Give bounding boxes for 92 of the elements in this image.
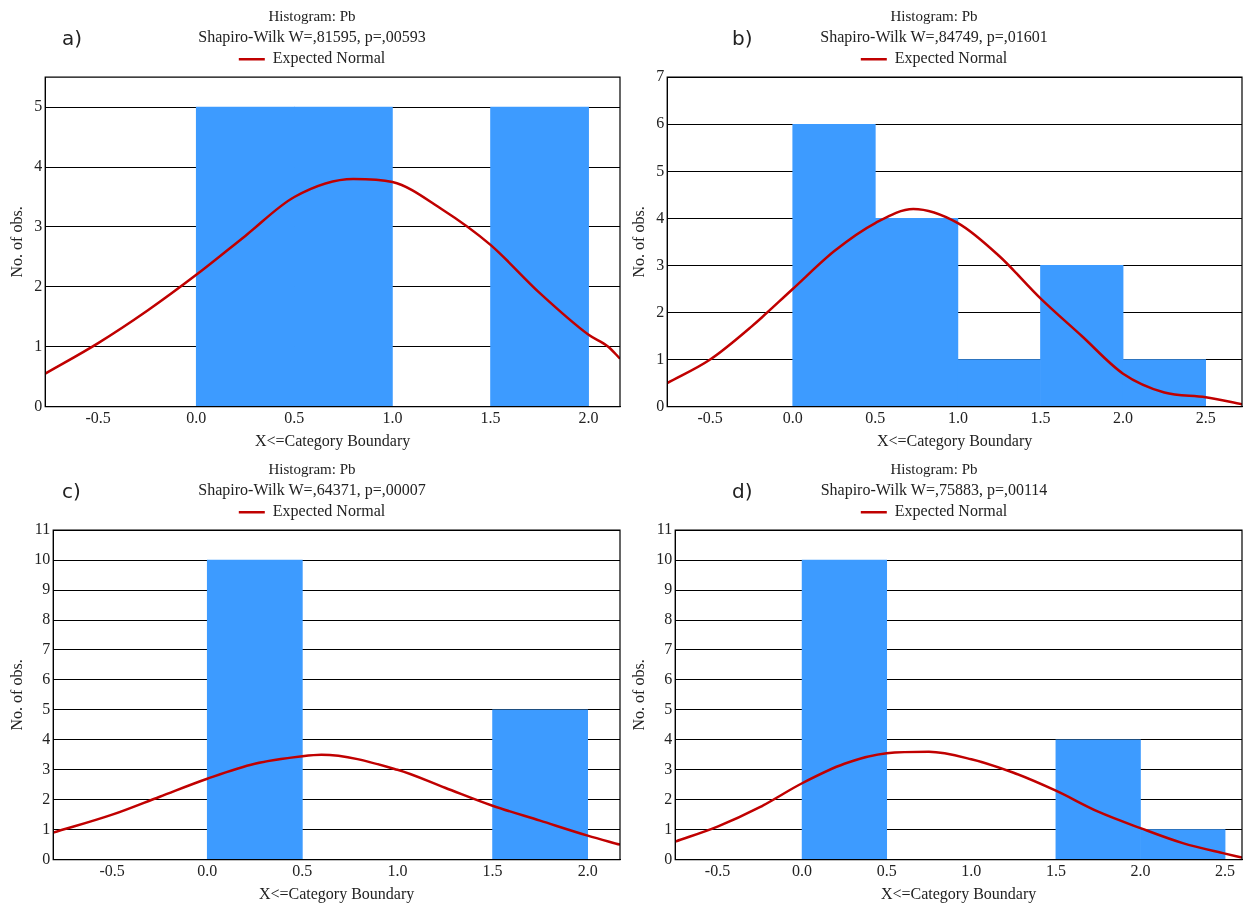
- chart-subtitle: Shapiro-Wilk W=,64371, p=,00007: [198, 480, 426, 499]
- y-tick-label: 7: [664, 640, 673, 658]
- y-tick-label: 5: [34, 97, 43, 115]
- y-axis-title: No. of obs.: [7, 659, 25, 731]
- x-tick-label: -0.5: [99, 862, 125, 880]
- y-tick-label: 8: [664, 610, 673, 628]
- y-tick-label: 1: [656, 349, 665, 367]
- y-tick-label: 3: [656, 255, 665, 273]
- line-series: [53, 753, 620, 846]
- text: a): [62, 26, 83, 51]
- y-tick-label: 6: [664, 670, 673, 688]
- y-tick-label: 9: [42, 580, 51, 598]
- y-tick-label: 1: [34, 336, 43, 354]
- x-tick-label: 1.5: [482, 862, 503, 880]
- chart-title: Histogram: Pb: [890, 7, 978, 24]
- y-tick-label: 1: [42, 819, 51, 837]
- y-tick-label: 10: [656, 550, 673, 568]
- y-tick-label: 1: [664, 819, 673, 837]
- y-tick-label: 4: [34, 157, 43, 175]
- line-series: [667, 207, 1242, 406]
- y-tick-label: 9: [664, 580, 673, 598]
- chart-subtitle: Shapiro-Wilk W=,81595, p=,00593: [198, 27, 426, 46]
- y-tick-label: 4: [42, 730, 51, 748]
- text: c): [62, 479, 81, 504]
- y-tick-label: 6: [656, 114, 665, 132]
- chart-title: Histogram: Pb: [890, 460, 978, 477]
- x-axis-title: X<=Category Boundary: [258, 884, 415, 903]
- x-tick-label: 1.5: [1045, 862, 1066, 880]
- chart-title: Histogram: Pb: [268, 7, 356, 24]
- x-tick-label: 0.0: [782, 409, 803, 427]
- line-series: [45, 177, 620, 375]
- y-tick-label: 2: [656, 302, 665, 320]
- chart-title: Histogram: Pb: [268, 460, 356, 477]
- text: d): [732, 479, 753, 504]
- chart-subtitle: Shapiro-Wilk W=,84749, p=,01601: [820, 27, 1048, 46]
- text: b): [732, 26, 753, 51]
- x-tick-label: -0.5: [697, 409, 723, 427]
- x-tick-label: 2.5: [1215, 862, 1236, 880]
- y-tick-label: 5: [656, 161, 665, 179]
- y-tick-label: 10: [34, 550, 51, 568]
- x-tick-label: 1.5: [1030, 409, 1051, 427]
- x-tick-label: 1.5: [480, 409, 501, 427]
- y-tick-label: 3: [664, 759, 673, 777]
- x-tick-label: 1.0: [947, 409, 968, 427]
- y-tick-label: 7: [42, 640, 51, 658]
- y-tick-label: 5: [664, 700, 673, 718]
- y-axis-title: No. of obs.: [7, 206, 25, 278]
- x-tick-label: 0.0: [792, 862, 813, 880]
- y-tick-label: 2: [42, 789, 51, 807]
- y-tick-label: 2: [664, 789, 673, 807]
- y-tick-label: 5: [42, 700, 51, 718]
- x-tick-label: 2.0: [1130, 862, 1151, 880]
- y-tick-label: 0: [664, 849, 673, 867]
- x-tick-label: 1.0: [961, 862, 982, 880]
- x-tick-label: 0.0: [186, 409, 207, 427]
- legend-label: Expected Normal: [894, 502, 1008, 521]
- y-tick-label: 3: [34, 217, 43, 235]
- y-tick-label: 8: [42, 610, 51, 628]
- y-tick-label: 4: [656, 208, 665, 226]
- y-tick-label: 7: [656, 67, 665, 85]
- y-tick-label: 0: [34, 396, 43, 414]
- x-axis-title: X<=Category Boundary: [254, 431, 411, 450]
- x-tick-label: 0.5: [292, 862, 313, 880]
- x-tick-label: 0.5: [284, 409, 305, 427]
- y-tick-label: 2: [34, 277, 43, 295]
- y-tick-label: 0: [656, 396, 665, 414]
- x-tick-label: 0.5: [876, 862, 897, 880]
- y-tick-label: 11: [656, 520, 673, 538]
- legend-label: Expected Normal: [272, 49, 386, 68]
- legend-label: Expected Normal: [272, 502, 386, 521]
- x-tick-label: 1.0: [387, 862, 408, 880]
- x-axis-title: X<=Category Boundary: [876, 431, 1033, 450]
- x-tick-label: 0.0: [197, 862, 218, 880]
- x-tick-label: 2.0: [577, 862, 598, 880]
- y-tick-label: 4: [664, 730, 673, 748]
- y-tick-label: 11: [34, 520, 51, 538]
- y-tick-label: 0: [42, 849, 51, 867]
- x-tick-label: 2.5: [1195, 409, 1216, 427]
- y-axis-title: No. of obs.: [629, 659, 647, 731]
- x-tick-label: 2.0: [1113, 409, 1134, 427]
- x-tick-label: 0.5: [865, 409, 886, 427]
- x-axis-title: X<=Category Boundary: [880, 884, 1037, 903]
- x-tick-label: -0.5: [704, 862, 731, 880]
- y-tick-label: 3: [42, 759, 51, 777]
- x-tick-label: 2.0: [578, 409, 599, 427]
- x-tick-label: -0.5: [85, 409, 111, 427]
- line-series: [675, 750, 1242, 859]
- x-tick-label: 1.0: [382, 409, 403, 427]
- y-tick-label: 6: [42, 670, 51, 688]
- y-axis-title: No. of obs.: [629, 206, 647, 278]
- legend-label: Expected Normal: [894, 49, 1008, 68]
- chart-subtitle: Shapiro-Wilk W=,75883, p=,00114: [820, 480, 1048, 499]
